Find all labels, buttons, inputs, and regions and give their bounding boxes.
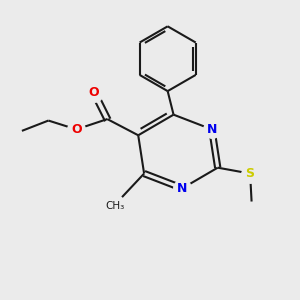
Text: N: N: [207, 123, 217, 136]
Text: CH₃: CH₃: [105, 201, 124, 211]
Text: N: N: [177, 182, 188, 195]
Text: O: O: [71, 123, 82, 136]
Text: O: O: [89, 86, 99, 99]
Text: S: S: [246, 167, 255, 180]
